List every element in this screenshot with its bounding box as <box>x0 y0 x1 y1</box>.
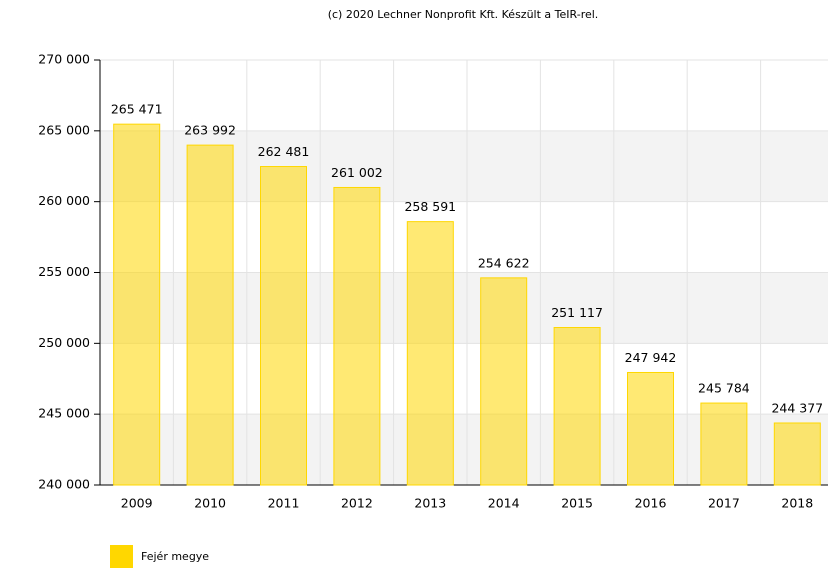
x-tick-label: 2017 <box>708 496 740 511</box>
data-label: 254 622 <box>478 255 530 270</box>
bar <box>700 402 748 486</box>
bar <box>186 144 234 486</box>
x-tick-label: 2018 <box>781 496 813 511</box>
x-tick-label: 2011 <box>268 496 300 511</box>
bar <box>113 123 161 486</box>
bar <box>773 422 821 486</box>
data-label: 258 591 <box>404 199 456 214</box>
x-tick-label: 2013 <box>414 496 446 511</box>
x-tick-label: 2010 <box>194 496 226 511</box>
bar <box>480 277 528 486</box>
data-label: 245 784 <box>698 381 750 396</box>
data-label: 265 471 <box>111 102 163 117</box>
y-tick-label: 270 000 <box>38 52 90 67</box>
x-tick-label: 2014 <box>488 496 520 511</box>
data-label: 244 377 <box>771 400 823 415</box>
bar <box>553 327 601 486</box>
y-tick-label: 240 000 <box>38 477 90 492</box>
data-label: 247 942 <box>625 350 677 365</box>
chart-credit: (c) 2020 Lechner Nonprofit Kft. Készült … <box>328 8 599 21</box>
x-tick-label: 2016 <box>635 496 667 511</box>
data-label: 251 117 <box>551 305 603 320</box>
y-tick-label: 245 000 <box>38 406 90 421</box>
x-tick-label: 2009 <box>121 496 153 511</box>
legend-swatch <box>110 545 133 568</box>
y-tick-label: 250 000 <box>38 335 90 350</box>
data-label: 261 002 <box>331 165 383 180</box>
x-tick-label: 2012 <box>341 496 373 511</box>
y-tick-label: 255 000 <box>38 264 90 279</box>
y-tick-label: 260 000 <box>38 193 90 208</box>
bar <box>627 371 674 486</box>
bar <box>260 166 307 486</box>
data-label: 262 481 <box>258 144 310 159</box>
legend-label: Fejér megye <box>141 550 209 563</box>
y-tick-label: 265 000 <box>38 122 90 137</box>
data-label: 263 992 <box>184 123 236 138</box>
x-tick-label: 2015 <box>561 496 593 511</box>
bar <box>333 186 381 486</box>
bar <box>406 221 454 486</box>
